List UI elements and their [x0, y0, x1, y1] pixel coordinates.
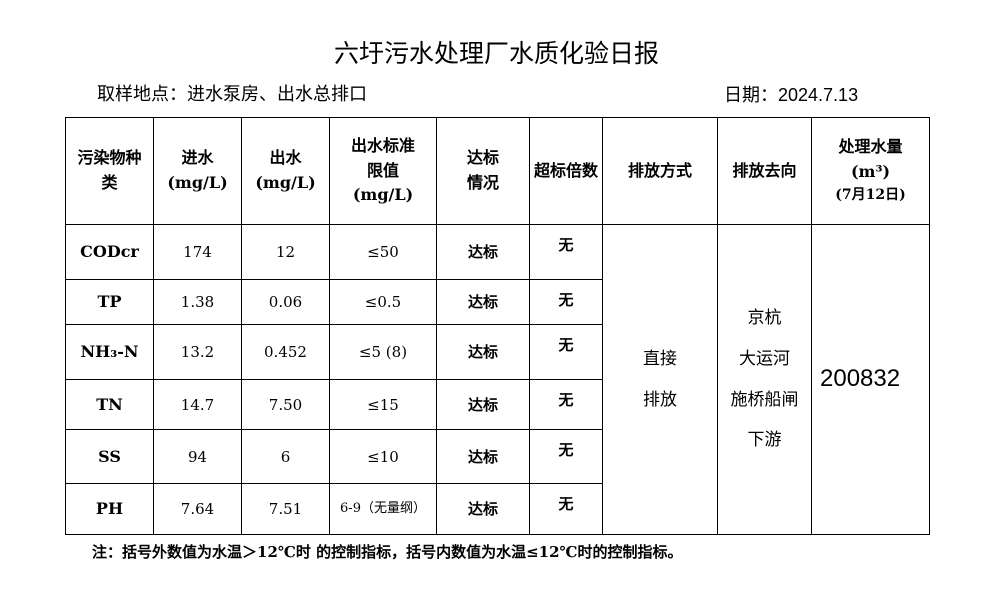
status-value: 达标 [436, 483, 530, 535]
table-row: TP 1.38 0.06 ≤0.5 达标无 [65, 279, 930, 325]
sampling-location: 取样地点：进水泵房、出水总排口 [97, 84, 367, 105]
status-value: 达标 [436, 279, 530, 325]
outflow-value: 7.50 [241, 379, 330, 430]
report-date: 日期：2024.7.13 [724, 85, 859, 105]
header-row: 污染物种类 进水(mg/L) 出水(mg/L) 出水标准限值(mg/L) 达标情… [65, 117, 930, 225]
outflow-value: 0.06 [241, 279, 330, 325]
pollutant-name: PH [65, 483, 154, 535]
exceed-value: 无 [529, 224, 603, 280]
limit-value: ≤10 [329, 429, 437, 484]
table-row: NH₃-N 13.2 0.452 ≤5 (8) 达标无 [65, 324, 930, 380]
header-outflow: 出水(mg/L) [241, 117, 330, 225]
header-exceed: 超标倍数 [529, 117, 603, 225]
table-row: TN 14.7 7.50 ≤15 达标无 [65, 379, 930, 430]
outflow-value: 12 [241, 224, 330, 280]
table-row: CODcr 174 12 ≤50 达标无直接 排放 京杭 大运河 施桥船闸 下游 200832 [65, 224, 930, 535]
inflow-value: 1.38 [153, 279, 242, 325]
exceed-value: 无 [529, 279, 603, 325]
limit-value: 6-9（无量纲） [329, 483, 437, 535]
status-value: 达标 [436, 224, 530, 280]
footnote: 注：括号外数值为水温＞12℃时 的控制指标，括号内数值为水温≤12℃时的控制指标… [92, 543, 683, 561]
exceed-value: 无 [529, 324, 603, 380]
pollutant-name: TP [65, 279, 154, 325]
limit-value: ≤15 [329, 379, 437, 430]
status-value: 达标 [436, 324, 530, 380]
status-value: 达标 [436, 429, 530, 484]
discharge-destination: 京杭 大运河 施桥船闸 下游 [717, 224, 812, 535]
exceed-value: 无 [529, 483, 603, 535]
pollutant-name: NH₃-N [65, 324, 154, 380]
header-pollutant: 污染物种类 [65, 117, 154, 225]
inflow-value: 14.7 [153, 379, 242, 430]
header-inflow: 进水(mg/L) [153, 117, 242, 225]
outflow-value: 6 [241, 429, 330, 484]
pollutant-name: TN [65, 379, 154, 430]
discharge-method: 直接 排放 [602, 224, 718, 535]
pollutant-name: SS [65, 429, 154, 484]
treated-volume: 200832 [811, 224, 930, 535]
table-row: SS 94 6 ≤10 达标无 [65, 429, 930, 484]
status-value: 达标 [436, 379, 530, 430]
limit-value: ≤0.5 [329, 279, 437, 325]
header-destination: 排放去向 [717, 117, 812, 225]
water-quality-table: 污染物种类 进水(mg/L) 出水(mg/L) 出水标准限值(mg/L) 达标情… [65, 117, 930, 535]
header-status: 达标情况 [436, 117, 530, 225]
outflow-value: 7.51 [241, 483, 330, 535]
table-row: PH 7.64 7.51 6-9（无量纲） 达标无 [65, 483, 930, 535]
inflow-value: 13.2 [153, 324, 242, 380]
header-method: 排放方式 [602, 117, 718, 225]
inflow-value: 7.64 [153, 483, 242, 535]
limit-value: ≤50 [329, 224, 437, 280]
outflow-value: 0.452 [241, 324, 330, 380]
exceed-value: 无 [529, 429, 603, 484]
limit-value: ≤5 (8) [329, 324, 437, 380]
pollutant-name: CODcr [65, 224, 154, 280]
header-volume: 处理水量(m³) (7月12日) [811, 117, 930, 225]
inflow-value: 174 [153, 224, 242, 280]
report-title: 六圩污水处理厂水质化验日报 [333, 39, 659, 68]
inflow-value: 94 [153, 429, 242, 484]
header-limit: 出水标准限值(mg/L) [329, 117, 437, 225]
exceed-value: 无 [529, 379, 603, 430]
